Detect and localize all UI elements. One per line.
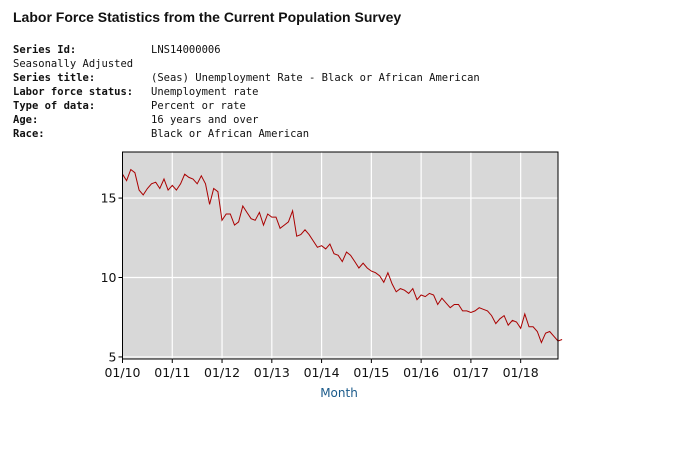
meta-row-age: Age: 16 years and over [13, 113, 480, 127]
meta-value: (Seas) Unemployment Rate - Black or Afri… [151, 72, 480, 84]
meta-label: Seasonally Adjusted [13, 58, 134, 70]
meta-label: Series Id: [13, 44, 77, 56]
meta-row-series-id: Series Id: LNS14000006 [13, 43, 480, 57]
meta-row-race: Race: Black or African American [13, 127, 480, 141]
meta-value: Unemployment rate [151, 86, 259, 98]
meta-row-seasonal: Seasonally Adjusted [13, 57, 480, 71]
plot-frame [122, 151, 559, 360]
y-tick-label: 10 [101, 270, 117, 285]
y-tick-label: 15 [101, 191, 117, 206]
series-line [122, 168, 563, 344]
meta-label: Age: [13, 114, 39, 126]
series-metadata: Series Id: LNS14000006 Seasonally Adjuste… [13, 43, 480, 141]
x-axis-label: Month [320, 386, 358, 400]
meta-value: 16 years and over [151, 114, 259, 126]
x-tick-label: 01/12 [204, 365, 240, 380]
meta-value: Percent or rate [151, 100, 246, 112]
meta-row-series-title: Series title: (Seas) Unemployment Rate - … [13, 71, 480, 85]
meta-label: Type of data: [13, 100, 96, 112]
meta-value: Black or African American [151, 128, 310, 140]
x-tick-label: 01/13 [254, 365, 290, 380]
meta-row-status: Labor force status: Unemployment rate [13, 85, 480, 99]
x-tick-label: 01/16 [403, 365, 439, 380]
x-tick-label: 01/15 [353, 365, 389, 380]
meta-label: Series title: [13, 72, 96, 84]
meta-label: Labor force status: [13, 86, 134, 98]
x-tick-label: 01/17 [453, 365, 489, 380]
x-tick-label: 01/10 [104, 365, 140, 380]
meta-label: Race: [13, 128, 45, 140]
y-tick-label: 5 [109, 349, 117, 364]
plot-area [122, 152, 558, 359]
x-tick-label: 01/18 [503, 365, 539, 380]
page-title: Labor Force Statistics from the Current … [13, 9, 402, 25]
x-tick-label: 01/14 [304, 365, 340, 380]
meta-row-type: Type of data: Percent or rate [13, 99, 480, 113]
meta-value: LNS14000006 [151, 44, 221, 56]
x-tick-label: 01/11 [154, 365, 190, 380]
